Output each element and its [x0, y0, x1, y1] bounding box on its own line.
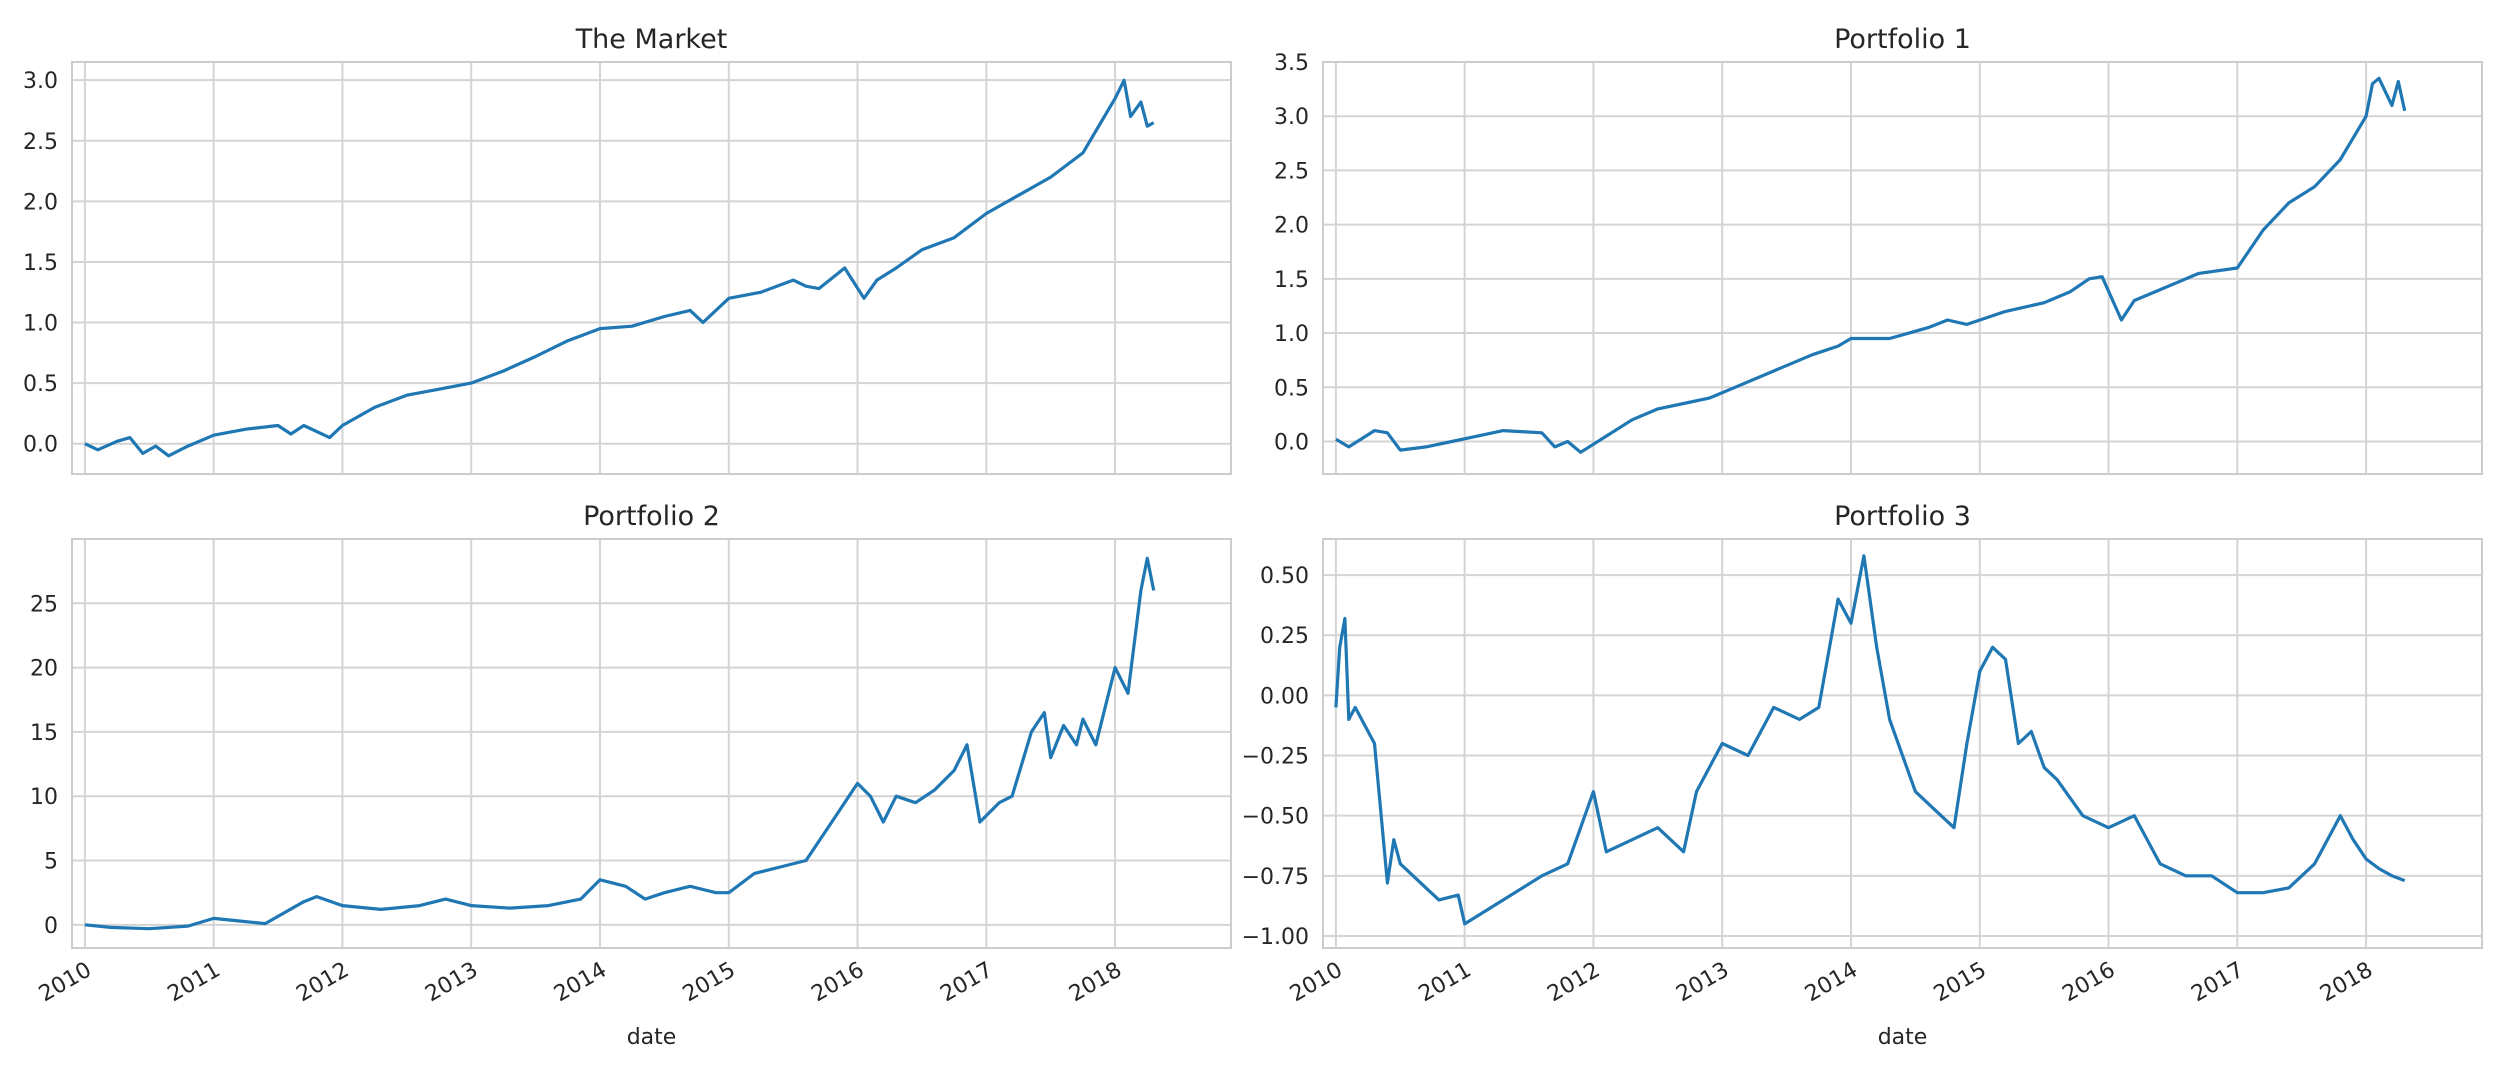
- y-tick-label: 0.25: [1260, 624, 1309, 649]
- subplot-title: The Market: [575, 24, 728, 55]
- x-tick-label: 2010: [1286, 958, 1347, 1008]
- y-tick-label: 0.0: [1274, 430, 1309, 455]
- y-tick-label: 0.5: [1274, 376, 1309, 401]
- axes-frame: [71, 61, 1232, 475]
- x-tick-label: 2012: [1543, 958, 1604, 1008]
- x-tick-label: 2018: [1065, 958, 1126, 1008]
- subplot-1: The Market 0.0 0.5 1.0 1.5 2.0 2.5 3.0: [23, 24, 1232, 475]
- x-tick-label: 2018: [2316, 958, 2377, 1008]
- x-tick-label: 2016: [808, 958, 869, 1008]
- subplot-4: Portfolio 3 −1.00 −0.75 −0.50 −0.25 0.00 0.25 0…: [1242, 501, 2483, 1050]
- x-tick-label: 2017: [936, 958, 997, 1008]
- y-tick-label: 2.5: [1274, 159, 1309, 184]
- y-tick-label: 10: [30, 785, 58, 810]
- y-tick-label: 1.0: [1274, 322, 1309, 347]
- series-line: [84, 556, 1156, 931]
- x-axis-label: date: [627, 1025, 677, 1050]
- y-tick-label: −0.25: [1242, 745, 1309, 770]
- y-tick-label: 3.0: [1274, 105, 1309, 130]
- y-tick-label: 3.0: [23, 69, 58, 94]
- y-tick-label: 2.0: [23, 190, 58, 215]
- y-tick-label: 5: [44, 850, 58, 875]
- x-tick-label: 2013: [421, 958, 482, 1008]
- y-tick-label: 1.0: [23, 312, 58, 337]
- y-tick-label: 0: [44, 914, 58, 939]
- x-axis-label: date: [1878, 1025, 1928, 1050]
- y-tick-label: 1.5: [1274, 268, 1309, 293]
- series-line: [84, 78, 1155, 458]
- axes-frame: [1322, 538, 2483, 949]
- y-tick-label: 3.5: [1274, 51, 1309, 76]
- x-tick-label: 2012: [292, 958, 353, 1008]
- y-tick-label: 0.00: [1260, 684, 1309, 709]
- y-tick-label: 15: [30, 721, 58, 746]
- y-tick-label: 0.50: [1260, 564, 1309, 589]
- y-tick-label: 25: [30, 592, 58, 617]
- subplot-title: Portfolio 3: [1834, 501, 1971, 532]
- y-tick-label: 2.0: [1274, 214, 1309, 239]
- x-tick-label: 2011: [164, 958, 225, 1008]
- x-tick-label: 2013: [1672, 958, 1733, 1008]
- y-tick-label: −0.75: [1242, 865, 1309, 890]
- x-tick-label: 2011: [1415, 958, 1476, 1008]
- y-tick-label: −1.00: [1242, 925, 1309, 950]
- y-tick-label: 0.5: [23, 372, 58, 397]
- series-line: [1335, 76, 2407, 454]
- x-tick-label: 2014: [1801, 958, 1862, 1008]
- x-tick-label: 2010: [35, 958, 96, 1008]
- subplot-title: Portfolio 1: [1834, 24, 1971, 55]
- y-tick-label: 0.0: [23, 433, 58, 458]
- y-tick-label: 1.5: [23, 251, 58, 276]
- axes-frame: [71, 538, 1232, 949]
- x-tick-label: 2015: [679, 958, 740, 1008]
- axes-frame: [1322, 61, 2483, 475]
- y-tick-label: 20: [30, 657, 58, 682]
- x-tick-label: 2014: [550, 958, 611, 1008]
- y-tick-label: −0.50: [1242, 805, 1309, 830]
- subplot-title: Portfolio 2: [583, 501, 720, 532]
- y-tick-label: 2.5: [23, 130, 58, 155]
- x-tick-label: 2016: [2059, 958, 2120, 1008]
- x-tick-label: 2015: [1930, 958, 1991, 1008]
- subplot-3: Portfolio 2 0 5 10 15 20 25 2010 2011 2012 2013 201…: [30, 501, 1232, 1050]
- subplot-2: Portfolio 1 0.0 0.5 1.0 1.5 2.0 2.5 3.0 3.5: [1274, 24, 2483, 475]
- series-line: [1334, 554, 2406, 926]
- x-tick-label: 2017: [2187, 958, 2248, 1008]
